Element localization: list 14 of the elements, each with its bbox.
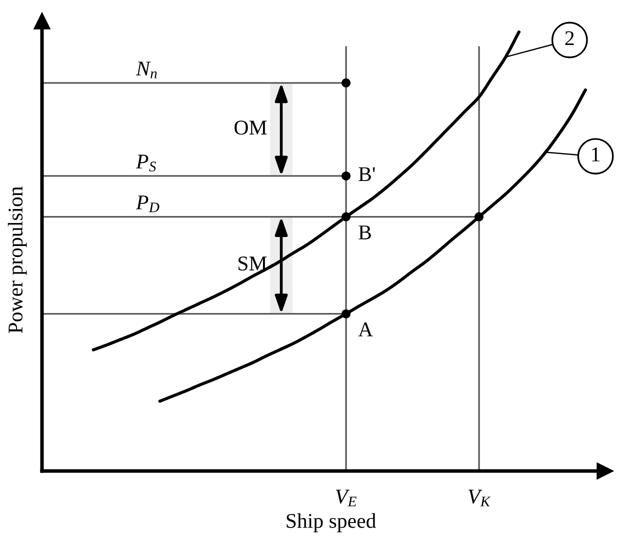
x-tick-label: V$_{E}$ bbox=[336, 490, 356, 506]
ref-line-label: P$_{S}$ bbox=[136, 154, 156, 172]
annotation: B bbox=[358, 226, 371, 240]
band-label: OM bbox=[234, 120, 267, 135]
ref-line-label: N$_{n}$ bbox=[136, 62, 157, 78]
annotation: B' bbox=[358, 167, 375, 182]
band-label: SM bbox=[238, 256, 267, 271]
legend-label: 1 bbox=[592, 148, 600, 162]
ref-line-label: P$_{D}$ bbox=[136, 196, 160, 212]
legend-label: 2 bbox=[565, 31, 574, 46]
y-axis-title: Power propulsion bbox=[8, 186, 27, 334]
x-tick-label: V$_{K}$ bbox=[468, 490, 491, 506]
annotation: A bbox=[358, 322, 373, 336]
x-axis-title: Ship speed bbox=[286, 513, 376, 532]
